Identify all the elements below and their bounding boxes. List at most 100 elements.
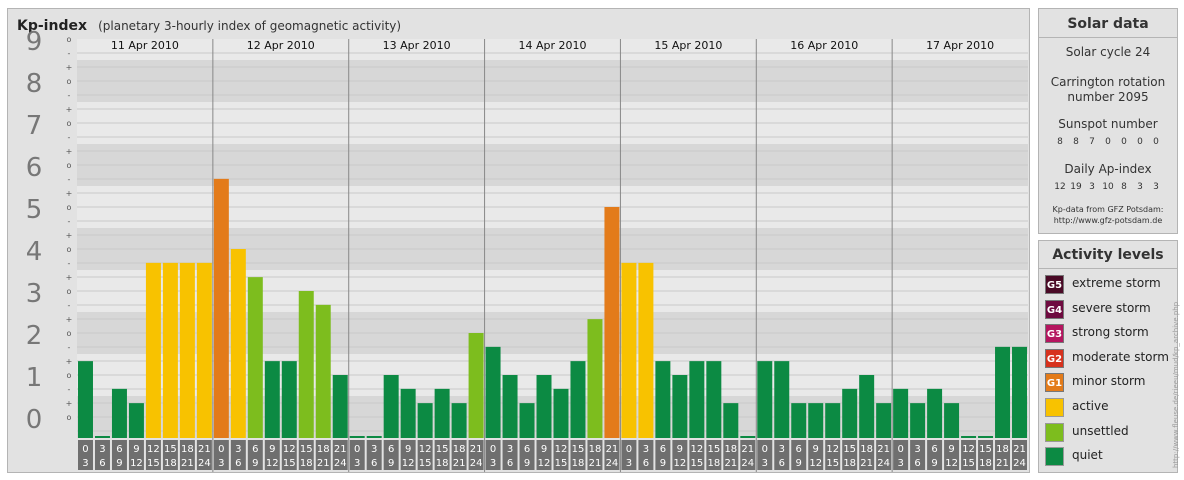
fine-tick: o <box>67 203 72 212</box>
hour-end-label: 3 <box>490 458 496 469</box>
kp-bar <box>162 262 178 438</box>
kp-bar <box>604 207 620 438</box>
hour-box <box>825 440 841 470</box>
hour-end-label: 18 <box>300 458 313 469</box>
hour-start-label: 6 <box>524 444 530 455</box>
ap-value-4: 8 <box>1121 182 1127 192</box>
hour-box <box>723 440 739 470</box>
hour-box <box>417 440 433 470</box>
hour-start-label: 21 <box>1013 444 1026 455</box>
fine-tick: o <box>67 119 72 128</box>
kp-bar <box>723 403 739 438</box>
fine-tick: + <box>66 189 73 198</box>
hour-box <box>621 440 637 470</box>
hour-start-label: 6 <box>388 444 394 455</box>
hour-end-label: 24 <box>741 458 754 469</box>
hour-box <box>519 440 535 470</box>
level-label: quiet <box>1072 448 1103 463</box>
fine-tick: - <box>68 49 71 58</box>
y-tick-label: 6 <box>26 153 43 183</box>
hour-start-label: 21 <box>741 444 754 455</box>
hour-box <box>927 440 943 470</box>
day-label: 14 Apr 2010 <box>518 39 586 52</box>
fine-tick: + <box>66 357 73 366</box>
kp-bar <box>230 249 246 438</box>
ap-index-label: Daily Ap-index <box>1064 162 1152 176</box>
hour-start-label: 9 <box>133 444 139 455</box>
fine-tick: + <box>66 273 73 282</box>
hour-start-label: 15 <box>436 444 449 455</box>
hour-end-label: 3 <box>762 458 768 469</box>
hour-end-label: 9 <box>796 458 802 469</box>
hour-end-label: 3 <box>82 458 88 469</box>
hour-box <box>213 440 229 470</box>
hour-start-label: 15 <box>300 444 313 455</box>
hour-box <box>859 440 875 470</box>
hour-box <box>757 440 773 470</box>
hour-start-label: 0 <box>490 444 496 455</box>
hour-start-label: 3 <box>99 444 105 455</box>
hour-box <box>434 440 450 470</box>
sunspot-label: Sunspot number <box>1058 117 1158 131</box>
hour-box <box>78 440 93 470</box>
hour-end-label: 15 <box>826 458 839 469</box>
hour-box <box>332 440 348 470</box>
hour-box <box>842 440 858 470</box>
sunspot-value-1: 8 <box>1073 137 1079 147</box>
sunspot-value-5: 0 <box>1137 137 1143 147</box>
kp-bar <box>196 262 212 438</box>
hour-box <box>366 440 382 470</box>
kp-bar <box>740 436 756 438</box>
hour-end-label: 12 <box>130 458 143 469</box>
kp-bar <box>570 361 586 438</box>
level-swatch <box>1045 447 1064 467</box>
kp-bar <box>332 375 348 438</box>
hour-start-label: 12 <box>826 444 839 455</box>
hour-box <box>570 440 586 470</box>
kp-bar <box>366 436 382 438</box>
hour-end-label: 15 <box>283 458 296 469</box>
hour-box <box>162 440 178 470</box>
y-tick-label: 5 <box>26 195 43 225</box>
hour-start-label: 15 <box>707 444 720 455</box>
fine-tick: - <box>68 175 71 184</box>
fine-tick: o <box>67 287 72 296</box>
hour-box <box>383 440 399 470</box>
activity-levels-panel: Activity levels G5 extreme storm G4 severe … <box>1038 240 1178 473</box>
kp-bar <box>961 436 977 438</box>
hour-box <box>791 440 807 470</box>
hour-end-label: 6 <box>779 458 785 469</box>
hour-end-label: 12 <box>266 458 279 469</box>
y-tick-label: 1 <box>26 363 43 393</box>
fine-tick: o <box>67 413 72 422</box>
kp-bar <box>689 361 705 438</box>
hour-end-label: 24 <box>470 458 483 469</box>
level-label: extreme storm <box>1072 276 1161 290</box>
hour-start-label: 6 <box>796 444 802 455</box>
kp-bar <box>468 333 484 438</box>
sunspot-value-2: 7 <box>1089 137 1095 147</box>
hour-box <box>638 440 654 470</box>
hour-end-label: 21 <box>453 458 466 469</box>
hour-start-label: 18 <box>317 444 330 455</box>
hour-start-label: 18 <box>996 444 1009 455</box>
fine-tick: + <box>66 399 73 408</box>
hour-end-label: 21 <box>996 458 1009 469</box>
hour-end-label: 18 <box>843 458 856 469</box>
fine-tick: - <box>68 301 71 310</box>
hour-start-label: 21 <box>606 444 619 455</box>
hour-box <box>655 440 671 470</box>
y-tick-label: 3 <box>26 279 43 309</box>
hour-start-label: 21 <box>877 444 890 455</box>
hour-start-label: 3 <box>235 444 241 455</box>
fine-tick: - <box>68 91 71 100</box>
level-badge-g3: G3 <box>1045 324 1064 344</box>
hour-end-label: 21 <box>724 458 737 469</box>
chart-title: Kp-index <box>17 18 87 34</box>
hour-end-label: 9 <box>660 458 666 469</box>
day-label: 15 Apr 2010 <box>654 39 722 52</box>
sunspot-value-0: 8 <box>1057 137 1063 147</box>
ap-value-3: 10 <box>1102 182 1114 192</box>
hour-start-label: 15 <box>979 444 992 455</box>
hour-end-label: 18 <box>572 458 585 469</box>
